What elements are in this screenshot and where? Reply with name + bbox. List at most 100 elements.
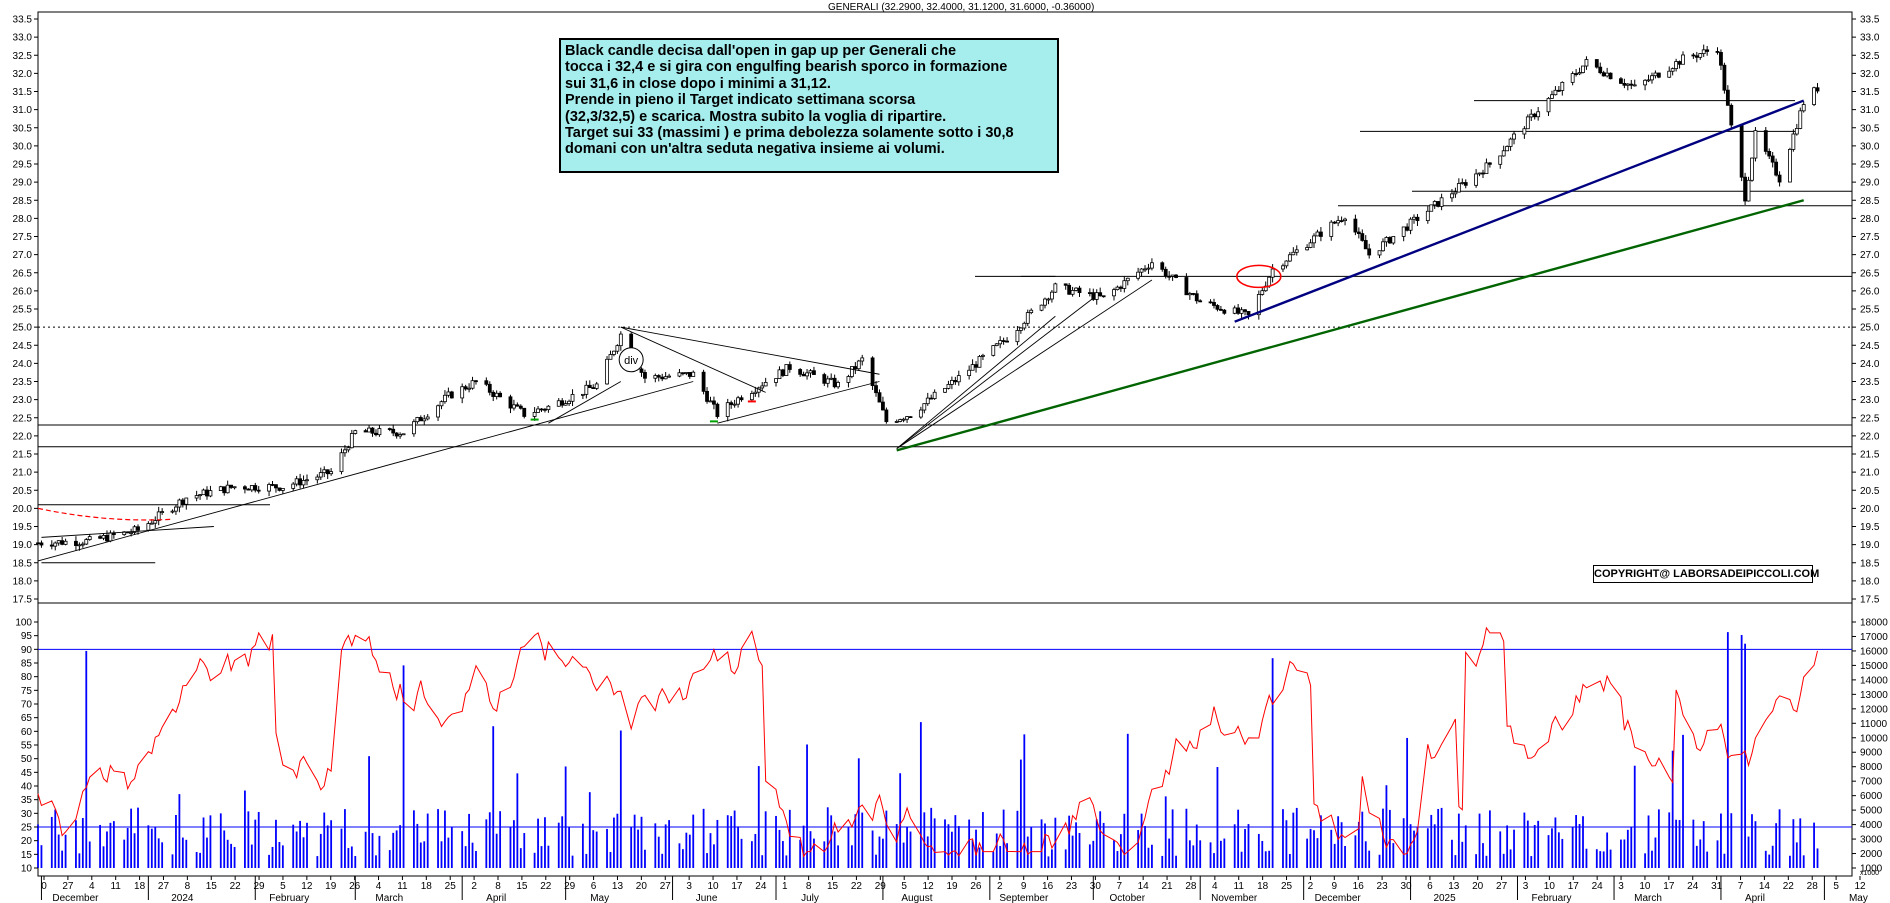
candle-body: [1605, 72, 1610, 77]
date-tick-label: 4: [376, 881, 382, 892]
candle-body: [484, 380, 489, 385]
volume-bar: [1026, 836, 1029, 868]
candle-body: [1405, 226, 1410, 231]
volume-bar: [957, 826, 960, 868]
month-label: February: [269, 893, 309, 903]
volume-bar: [740, 838, 743, 868]
candle: [922, 403, 927, 414]
volume-bar: [1482, 843, 1484, 868]
date-tick-label: 8: [185, 881, 191, 892]
volume-bar: [857, 758, 860, 868]
candle-body: [956, 375, 961, 383]
candle: [1701, 44, 1706, 57]
candle-body: [194, 495, 199, 499]
candle-body: [1098, 292, 1103, 297]
candle: [36, 539, 40, 545]
volume-bar: [440, 841, 443, 868]
date-tick-label: 15: [516, 881, 528, 892]
candle: [663, 371, 668, 380]
volume-bar: [57, 834, 60, 868]
candle-body: [277, 487, 282, 491]
candle-body: [56, 540, 61, 544]
candle: [1215, 304, 1220, 312]
candle-body: [1725, 89, 1730, 106]
candle-body: [1260, 290, 1265, 295]
volume-bar: [1751, 814, 1753, 868]
volume-bar: [692, 814, 695, 868]
candle: [256, 486, 261, 494]
date-tick-label: 24: [1592, 881, 1604, 892]
candle: [1608, 72, 1613, 80]
candle: [781, 368, 785, 378]
price-tick-label-right: 25.5: [1860, 305, 1880, 316]
candle: [1291, 247, 1296, 256]
candle: [208, 485, 213, 498]
volume-bar: [1778, 809, 1781, 868]
candle: [74, 536, 78, 551]
volume-bar: [1151, 844, 1153, 868]
volume-bar: [764, 811, 767, 868]
candle: [1791, 129, 1796, 152]
candle-body: [1070, 290, 1075, 295]
candle-body: [1674, 61, 1679, 70]
volume-tick-label: 17000: [1860, 632, 1888, 643]
candle: [1377, 250, 1382, 259]
candle: [736, 395, 740, 408]
candle-body: [39, 542, 44, 546]
price-tick-label-left: 30.0: [13, 141, 33, 152]
volume-bar: [388, 850, 391, 868]
candle: [1643, 79, 1647, 91]
candle: [305, 474, 309, 486]
candle-body: [1287, 254, 1292, 262]
volume-bar: [944, 819, 946, 868]
candle: [653, 373, 658, 383]
volume-bar: [1485, 855, 1488, 868]
volume-bar: [1475, 854, 1477, 868]
candle-body: [1525, 116, 1530, 130]
candle: [1122, 276, 1127, 293]
volume-bar: [1561, 838, 1564, 868]
candle-body: [249, 485, 254, 491]
osc-tick-label: 100: [15, 618, 32, 629]
candle: [1487, 162, 1492, 168]
volume-bar: [519, 848, 522, 868]
candle-body: [298, 478, 302, 486]
price-tick-label-right: 33.0: [1860, 33, 1880, 44]
candle-body: [615, 345, 620, 352]
volume-bar: [619, 730, 622, 868]
candle: [1667, 66, 1672, 78]
candle: [1584, 56, 1589, 70]
oscillator-line: [37, 626, 1818, 858]
volume-bar: [392, 832, 395, 868]
candle: [1746, 176, 1751, 202]
candle: [401, 433, 406, 436]
candle-body: [1212, 302, 1216, 306]
candle: [808, 369, 813, 378]
candle: [180, 498, 185, 508]
volume-bar: [1240, 851, 1243, 868]
volume-bar: [1209, 842, 1212, 868]
osc-tick-label: 15: [21, 850, 33, 861]
candle: [970, 359, 975, 371]
volume-bar: [1071, 835, 1074, 868]
candle-body: [1067, 284, 1072, 295]
price-tick-label-right: 30.0: [1860, 141, 1880, 152]
candle: [1525, 114, 1530, 130]
price-tick-label-right: 21.0: [1860, 468, 1880, 479]
volume-bar: [716, 819, 719, 868]
candle-body: [725, 402, 730, 417]
volume-bar: [88, 841, 91, 868]
volume-bar: [344, 809, 346, 868]
volume-bar: [682, 849, 684, 868]
candle: [156, 506, 161, 526]
volume-bar: [1609, 849, 1612, 868]
volume-bar: [206, 837, 208, 868]
candle: [1681, 51, 1685, 65]
volume-bar: [568, 827, 570, 868]
candle: [1029, 308, 1034, 315]
date-tick-label: 16: [1353, 881, 1365, 892]
candle: [749, 390, 754, 401]
candle-body: [753, 391, 758, 394]
date-tick-label: 6: [591, 881, 597, 892]
candle-body: [346, 447, 351, 451]
